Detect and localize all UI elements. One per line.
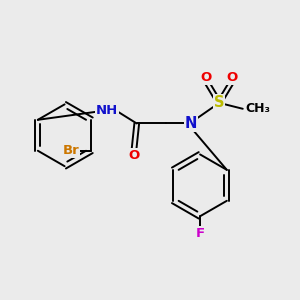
- Text: F: F: [196, 226, 205, 239]
- Text: NH: NH: [96, 104, 118, 117]
- Text: N: N: [185, 116, 197, 131]
- Text: CH₃: CH₃: [246, 102, 271, 115]
- Text: S: S: [214, 95, 224, 110]
- Text: O: O: [200, 71, 211, 84]
- Text: Br: Br: [62, 144, 79, 157]
- Text: O: O: [128, 148, 140, 161]
- Text: O: O: [227, 71, 238, 84]
